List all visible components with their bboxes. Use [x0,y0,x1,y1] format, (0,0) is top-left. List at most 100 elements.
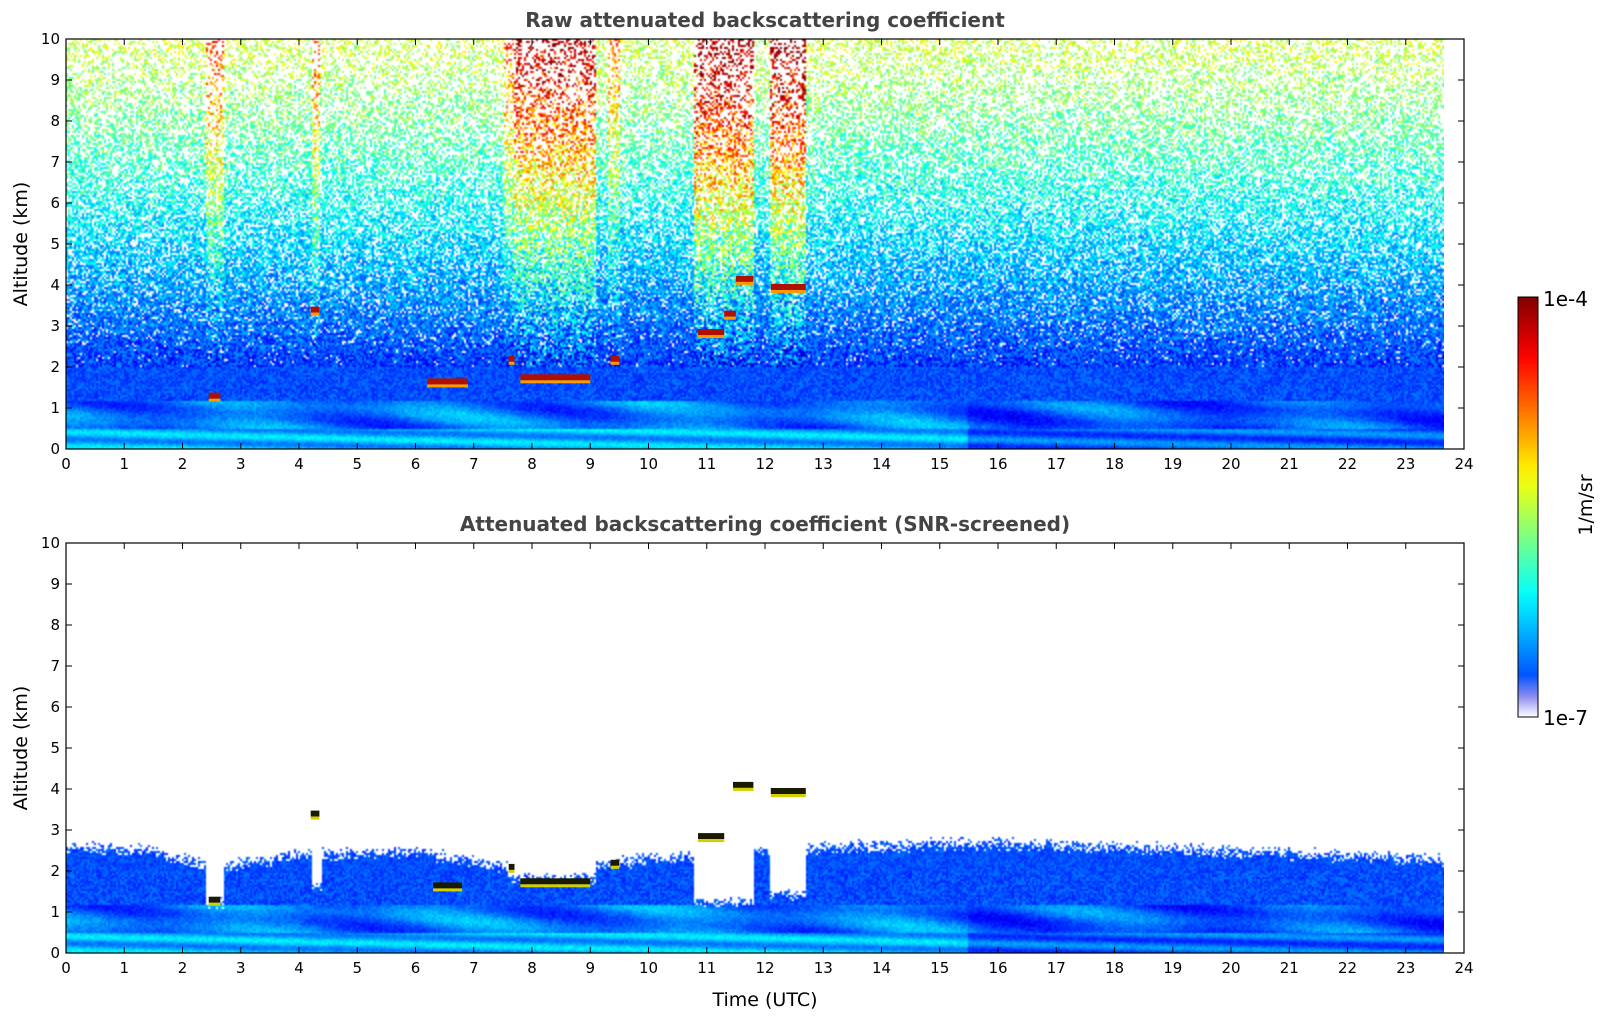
x-tick-label: 2 [178,959,188,977]
x-tick-label: 3 [236,455,246,473]
y-tick-label: 5 [50,739,60,757]
x-tick-label: 7 [469,959,479,977]
x-tick-label: 9 [585,455,595,473]
cloud-layer-mark [610,859,620,866]
cloud-layer-edge-mark [735,281,754,285]
bottom-heatmap-image [66,543,1444,953]
x-tick-label: 8 [527,455,537,473]
x-tick-label: 21 [1280,455,1299,473]
x-tick-label: 24 [1454,455,1473,473]
cloud-layer-edge-mark [508,361,515,365]
y-tick-label: 1 [50,399,60,417]
cloud-layer-mark [770,788,806,794]
x-axis-label: Time (UTC) [711,989,817,1011]
x-tick-label: 15 [930,959,949,977]
cloud-layer-mark [508,863,515,870]
cloud-layer-mark [433,882,463,889]
bottom-panel-title: Attenuated backscattering coefficient (S… [460,512,1070,536]
cloud-layer-edge-mark [520,380,591,384]
y-tick-label: 2 [50,358,60,376]
x-tick-label: 15 [930,455,949,473]
colorbar-max-label: 1e-4 [1543,287,1588,311]
x-tick-label: 7 [469,455,479,473]
colorbar-gradient [1517,296,1539,718]
cloud-layer-mark [520,878,591,885]
cloud-layer-edge-mark [733,787,754,791]
y-tick-label: 9 [50,71,60,89]
cloud-layer-mark [427,378,468,385]
top-panel-title: Raw attenuated backscattering coefficien… [525,8,1005,32]
x-tick-label: 23 [1396,959,1415,977]
cloud-layer-mark [724,310,736,317]
cloud-layer-mark [698,833,725,840]
bottom-y-axis-label: Altitude (km) [10,686,32,811]
cloud-layer-edge-mark [610,361,620,365]
x-tick-label: 13 [814,959,833,977]
x-tick-label: 4 [294,959,304,977]
y-tick-label: 5 [50,235,60,253]
colorbar-unit-label: 1/m/sr [1575,474,1597,535]
x-tick-label: 6 [411,959,421,977]
x-tick-label: 12 [755,959,774,977]
cloud-layer-edge-mark [610,865,620,869]
colorbar: 1e-4 1e-7 1/m/sr [1517,287,1597,730]
x-tick-label: 0 [61,455,71,473]
top-panel: Raw attenuated backscattering coefficien… [10,8,1474,473]
y-tick-label: 6 [50,194,60,212]
y-tick-label: 8 [50,616,60,634]
x-tick-label: 11 [697,455,716,473]
y-tick-label: 2 [50,862,60,880]
x-tick-label: 6 [411,455,421,473]
y-tick-label: 0 [50,440,60,458]
x-tick-label: 11 [697,959,716,977]
y-tick-label: 7 [50,153,60,171]
cloud-layer-mark [310,810,320,817]
cloud-layer-mark [698,329,725,336]
x-tick-label: 14 [872,959,891,977]
x-tick-label: 17 [1047,455,1066,473]
cloud-layer-mark [733,781,754,788]
y-tick-label: 3 [50,821,60,839]
top-y-axis-label: Altitude (km) [10,182,32,307]
x-tick-label: 16 [988,959,1007,977]
x-tick-label: 5 [352,959,362,977]
cloud-layer-mark [208,896,221,903]
bottom-x-ticks: 0 1 2 3 4 5 6 7 8 9 10 11 12 13 14 15 16 17 18 19 20 21 22 23 24 [61,543,1474,977]
x-tick-label: 23 [1396,455,1415,473]
cloud-layer-edge-mark [310,816,320,820]
x-tick-label: 19 [1163,455,1182,473]
x-tick-label: 22 [1338,959,1357,977]
x-tick-label: 14 [872,455,891,473]
x-tick-label: 13 [814,455,833,473]
cloud-layer-edge-mark [208,902,221,906]
x-tick-label: 19 [1163,959,1182,977]
x-tick-label: 10 [639,455,658,473]
y-tick-label: 1 [50,903,60,921]
cloud-layer-mark [735,275,754,282]
top-cloud-marks [208,275,806,402]
top-y-ticks: 0 1 2 3 4 5 6 7 8 9 10 [41,30,1464,458]
y-tick-label: 7 [50,657,60,675]
cloud-layer-edge-mark [770,794,806,797]
y-tick-label: 8 [50,112,60,130]
x-tick-label: 1 [119,959,129,977]
bottom-panel: Attenuated backscattering coefficient (S… [10,512,1474,1011]
cloud-layer-edge-mark [724,316,736,320]
top-x-ticks: 0 1 2 3 4 5 6 7 8 9 10 11 12 13 14 15 16 17 18 19 20 21 22 23 24 [61,39,1474,473]
x-tick-label: 5 [352,455,362,473]
cloud-layer-mark [310,306,320,313]
cloud-layer-mark [520,374,591,381]
x-tick-label: 18 [1105,455,1124,473]
x-tick-label: 22 [1338,455,1357,473]
cloud-layer-mark [208,392,221,399]
y-tick-label: 0 [50,944,60,962]
top-heatmap-image [66,39,1444,449]
y-tick-label: 4 [50,276,60,294]
cloud-layer-mark [508,355,515,362]
x-tick-label: 9 [585,959,595,977]
cloud-layer-edge-mark [427,384,468,388]
x-tick-label: 24 [1454,959,1473,977]
bottom-cloud-marks [208,781,806,906]
y-tick-label: 9 [50,575,60,593]
